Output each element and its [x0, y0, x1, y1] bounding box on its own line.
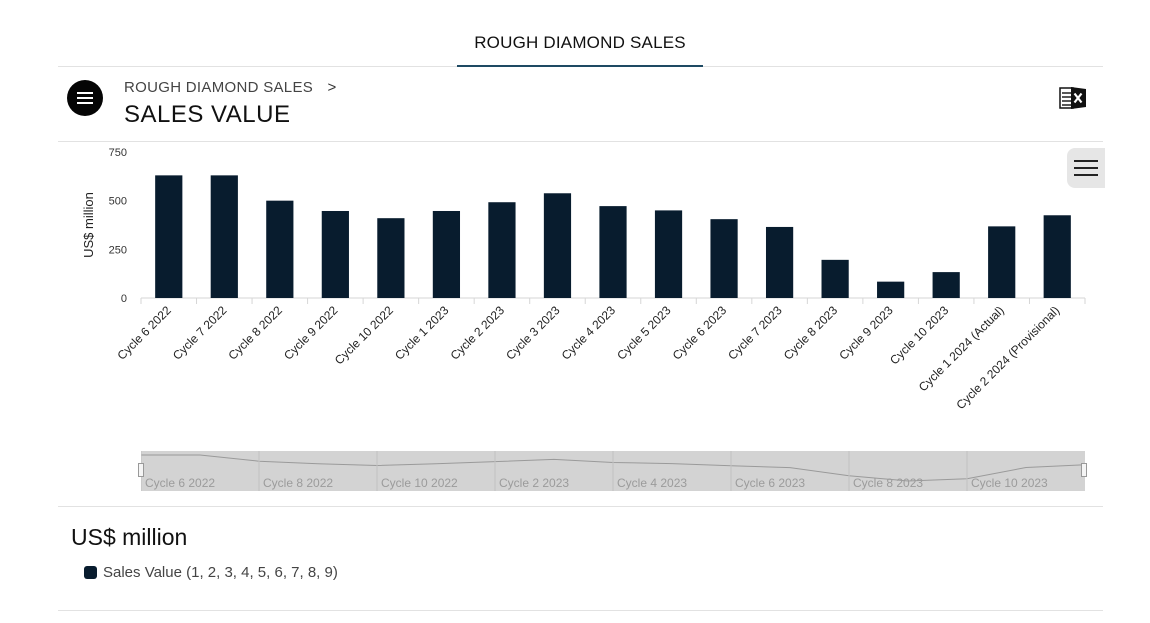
bar[interactable] — [1043, 215, 1071, 298]
bar[interactable] — [710, 219, 738, 298]
legend-title: US$ million — [71, 524, 188, 550]
bar[interactable] — [654, 210, 683, 298]
x-tick-label: Cycle 2 2023 — [448, 303, 508, 363]
x-tick-label: Cycle 2 2024 (Provisional) — [953, 303, 1062, 412]
bar[interactable] — [543, 193, 572, 298]
x-tick-label: Cycle 7 2023 — [725, 303, 785, 363]
x-tick-label: Cycle 6 2023 — [670, 303, 730, 363]
bar-series — [155, 175, 1071, 298]
x-tick-label: Cycle 9 2023 — [836, 303, 896, 363]
navigator-label: Cycle 2 2023 — [499, 476, 569, 490]
breadcrumb-separator: > — [327, 79, 337, 96]
x-tick-label: Cycle 9 2022 — [281, 303, 341, 363]
menu-icon[interactable] — [67, 80, 103, 116]
bar[interactable] — [821, 259, 849, 298]
navigator-left-handle[interactable] — [138, 463, 144, 477]
hamburger-icon — [1074, 160, 1098, 162]
bar[interactable] — [877, 281, 905, 298]
x-tick-label: Cycle 8 2023 — [781, 303, 841, 363]
legend-label: Sales Value (1, 2, 3, 4, 5, 6, 7, 8, 9) — [103, 564, 338, 581]
bar[interactable] — [321, 210, 349, 298]
bar[interactable] — [155, 175, 183, 298]
bar[interactable] — [765, 226, 794, 298]
page-title: SALES VALUE — [124, 101, 291, 128]
y-tick-label: 0 — [121, 293, 127, 305]
x-tick-label: Cycle 10 2022 — [332, 303, 396, 367]
navigator-label: Cycle 6 2023 — [735, 476, 805, 490]
breadcrumb: ROUGH DIAMOND SALES > — [124, 79, 337, 96]
legend-swatch — [84, 566, 97, 579]
navigator-label: Cycle 8 2022 — [263, 476, 333, 490]
bar[interactable] — [210, 175, 238, 298]
excel-export-icon[interactable] — [1059, 86, 1087, 110]
x-tick-label: Cycle 1 2023 — [392, 303, 452, 363]
tab-rough-diamond-sales[interactable]: ROUGH DIAMOND SALES — [457, 22, 703, 67]
navigator-label: Cycle 10 2022 — [381, 476, 458, 490]
navigator-label: Cycle 6 2022 — [145, 476, 215, 490]
x-tick-label: Cycle 5 2023 — [614, 303, 674, 363]
legend-item[interactable]: Sales Value (1, 2, 3, 4, 5, 6, 7, 8, 9) — [84, 564, 338, 581]
bar[interactable] — [377, 218, 405, 298]
navigator-right-handle[interactable] — [1081, 463, 1087, 477]
x-tick-label: Cycle 7 2022 — [170, 303, 230, 363]
navigator-label: Cycle 4 2023 — [617, 476, 687, 490]
y-axis-title: US$ million — [81, 192, 96, 258]
y-tick-label: 500 — [109, 196, 127, 208]
bar[interactable] — [988, 226, 1016, 298]
navigator-label: Cycle 8 2023 — [853, 476, 923, 490]
bar[interactable] — [599, 206, 627, 298]
header-divider — [58, 141, 1103, 142]
x-tick-label: Cycle 3 2023 — [503, 303, 563, 363]
y-tick-label: 250 — [109, 244, 127, 256]
bar[interactable] — [488, 202, 516, 298]
navigator-series: Cycle 6 2022 Cycle 8 2022 Cycle 10 2022 Cyc… — [140, 451, 1086, 491]
breadcrumb-link[interactable]: ROUGH DIAMOND SALES — [124, 79, 314, 96]
chart-menu-button[interactable] — [1067, 148, 1105, 188]
bar[interactable] — [932, 272, 960, 298]
x-tick-label: Cycle 4 2023 — [559, 303, 619, 363]
chart-divider — [58, 506, 1103, 507]
bar[interactable] — [266, 200, 294, 298]
bar[interactable] — [432, 210, 461, 298]
y-tick-label: 750 — [109, 147, 127, 159]
x-tick-label: Cycle 6 2022 — [114, 303, 174, 363]
top-tab-bar: ROUGH DIAMOND SALES — [58, 0, 1103, 67]
navigator-label: Cycle 10 2023 — [971, 476, 1048, 490]
footer-divider — [58, 610, 1103, 611]
range-navigator[interactable]: Cycle 6 2022 Cycle 8 2022 Cycle 10 2022 Cyc… — [140, 451, 1086, 491]
x-tick-label: Cycle 8 2022 — [226, 303, 286, 363]
